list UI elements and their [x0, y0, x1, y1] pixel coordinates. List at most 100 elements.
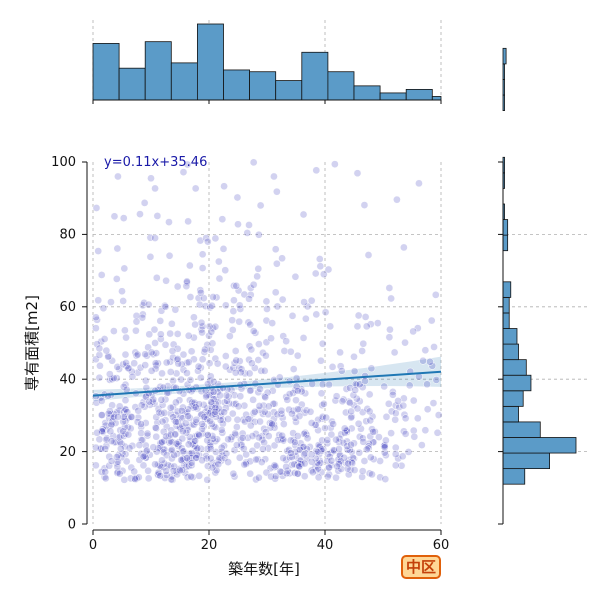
scatter-point — [92, 324, 100, 333]
scatter-point — [220, 182, 228, 191]
scatter-point — [270, 461, 279, 470]
scatter-point — [198, 456, 206, 465]
scatter-point — [286, 449, 295, 457]
scatter-point — [187, 347, 196, 356]
scatter-point — [184, 412, 192, 420]
scatter-point — [209, 324, 217, 333]
histogram-bar-x — [431, 96, 442, 101]
scatter-point — [136, 210, 144, 218]
scatter-point — [271, 245, 280, 254]
scatter-point — [233, 415, 242, 424]
scatter-point — [405, 381, 414, 390]
scatter-point — [327, 461, 336, 469]
scatter-point — [212, 466, 221, 475]
scatter-point — [207, 398, 216, 406]
scatter-point — [230, 446, 239, 455]
scatter-point — [249, 280, 258, 289]
scatter-point — [421, 346, 430, 355]
histogram-bar-y — [502, 468, 526, 485]
scatter-point — [165, 251, 174, 260]
scatter-point — [385, 284, 394, 292]
scatter-point — [107, 420, 116, 429]
scatter-point — [300, 298, 308, 306]
histogram-bar-x — [170, 62, 198, 101]
scatter-point — [318, 339, 327, 348]
scatter-point — [114, 457, 122, 466]
scatter-point — [365, 390, 374, 399]
scatter-point — [389, 388, 397, 396]
scatter-point — [170, 462, 179, 471]
scatter-point — [169, 340, 178, 349]
scatter-point — [141, 376, 150, 385]
histogram-bar-x — [118, 67, 146, 101]
scatter-point — [262, 297, 271, 306]
scatter-point — [366, 453, 375, 462]
histogram-bar-y — [502, 219, 509, 236]
scatter-point — [290, 469, 299, 477]
scatter-point — [293, 469, 302, 478]
histogram-bar-y — [502, 296, 510, 314]
scatter-point — [375, 433, 383, 441]
scatter-point — [426, 357, 434, 366]
scatter-point — [232, 423, 241, 431]
scatter-point — [94, 296, 103, 305]
scatter-point — [325, 463, 333, 472]
scatter-point — [93, 315, 101, 324]
scatter-point — [427, 316, 436, 325]
scatter-point — [337, 465, 346, 473]
scatter-point — [151, 234, 159, 242]
histogram-bar-y — [502, 437, 577, 454]
scatter-point — [359, 437, 368, 446]
scatter-point — [92, 461, 100, 470]
scatter-point — [115, 433, 123, 442]
scatter-point — [230, 391, 239, 399]
scatter-point — [121, 417, 130, 426]
scatter-point — [132, 326, 140, 335]
scatter-point — [144, 300, 153, 309]
scatter-point — [301, 449, 310, 457]
scatter-point — [249, 327, 258, 335]
scatter-point — [217, 426, 226, 434]
scatter-point — [357, 424, 365, 433]
scatter-point — [238, 433, 247, 442]
histogram-bar-x — [353, 85, 381, 101]
scatter-point — [367, 364, 376, 373]
scatter-point — [235, 301, 244, 310]
scatter-point — [183, 277, 191, 286]
scatter-point — [192, 418, 201, 427]
scatter-point — [316, 262, 325, 271]
axes — [82, 99, 504, 535]
scatter-point — [186, 261, 194, 270]
histogram-bar-y — [502, 63, 505, 80]
scatter-point — [255, 340, 263, 348]
scatter-point — [373, 319, 382, 327]
scatter-point — [120, 264, 129, 273]
scatter-point — [179, 427, 187, 436]
scatter-point — [246, 284, 255, 292]
scatter-point — [190, 398, 199, 407]
scatter-point — [239, 444, 248, 453]
scatter-point — [354, 419, 363, 428]
scatter-point — [325, 452, 334, 461]
scatter-point — [164, 461, 173, 470]
scatter-point — [169, 413, 177, 422]
scatter-point — [198, 250, 207, 259]
scatter-point — [300, 450, 308, 459]
scatter-point — [271, 474, 279, 483]
scatter-point — [220, 408, 228, 416]
histogram-bar-y — [502, 312, 510, 329]
histogram-bar-x — [144, 41, 172, 101]
scatter-point — [93, 340, 101, 348]
scatter-point — [144, 474, 153, 483]
scatter-point — [160, 436, 169, 445]
scatter-point — [278, 254, 286, 263]
scatter-point — [190, 313, 198, 322]
scatter-point — [233, 193, 242, 202]
scatter-point — [166, 403, 175, 412]
scatter-point — [139, 461, 148, 470]
scatter-point — [95, 344, 104, 353]
scatter-point — [391, 415, 400, 424]
scatter-point — [228, 326, 237, 334]
scatter-point — [151, 184, 159, 193]
scatter-point — [110, 374, 118, 382]
